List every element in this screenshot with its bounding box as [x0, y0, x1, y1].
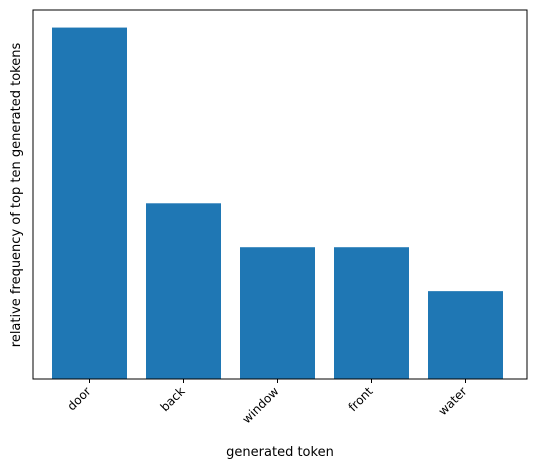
bar-window [240, 247, 315, 379]
x-axis-label: generated token [226, 445, 334, 460]
x-tick-label-water: water [436, 384, 470, 418]
x-tick-label-window: window [240, 384, 282, 426]
x-tick-label-front: front [346, 384, 376, 414]
y-axis-label: relative frequency of top ten generated … [9, 43, 24, 348]
bar-front [334, 247, 409, 379]
bar-door [52, 27, 127, 379]
x-tick-label-door: door [64, 384, 93, 413]
bar-water [428, 291, 503, 379]
x-tick-label-back: back [158, 384, 188, 414]
bars [52, 27, 503, 379]
bar-back [146, 203, 221, 379]
plot-frame [32, 9, 528, 380]
x-axis-ticks: door back window front water [64, 379, 470, 426]
